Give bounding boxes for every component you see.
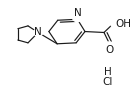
Circle shape [73, 15, 82, 22]
Text: Cl: Cl [103, 77, 113, 87]
Text: N: N [74, 8, 81, 18]
Text: N: N [34, 27, 42, 37]
Text: O: O [105, 45, 113, 55]
Text: H: H [104, 67, 112, 77]
Circle shape [33, 29, 43, 36]
Circle shape [111, 20, 120, 27]
Circle shape [105, 42, 113, 48]
Text: OH: OH [115, 19, 131, 29]
